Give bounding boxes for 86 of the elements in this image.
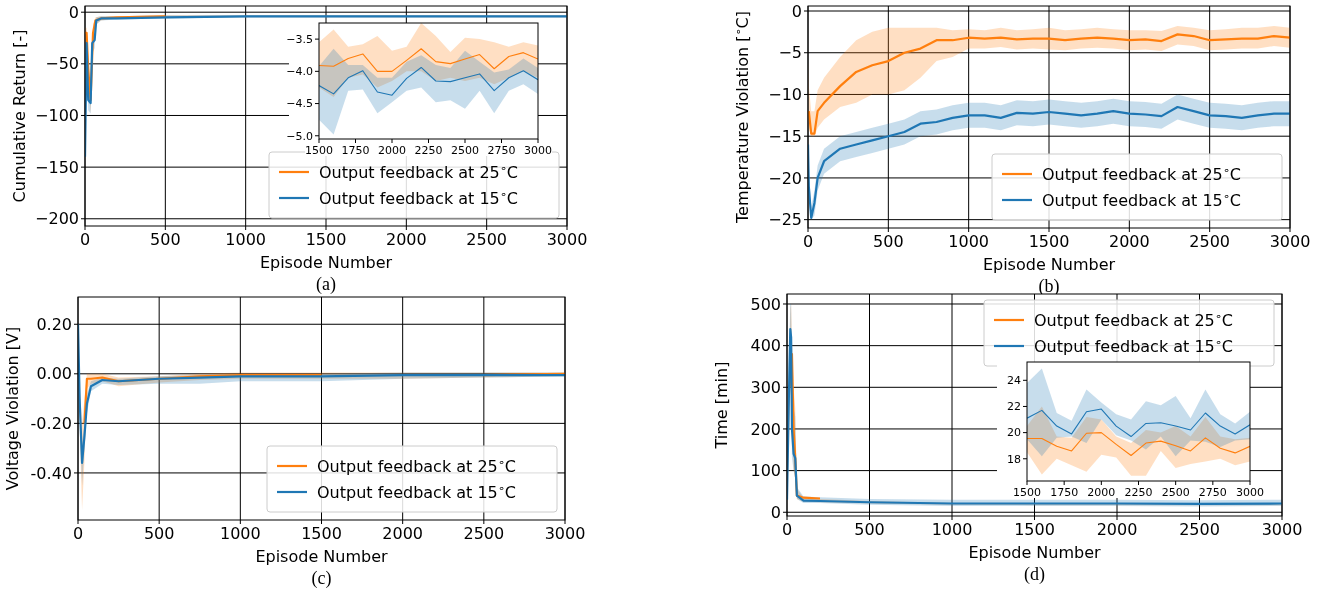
y-tick-label: −100 — [35, 106, 79, 126]
y-tick-label: 22 — [1007, 400, 1021, 414]
x-tick-label: 3000 — [524, 143, 552, 157]
x-tick-label: 2750 — [1198, 485, 1227, 499]
x-tick-label: 2000 — [1096, 519, 1138, 539]
legend-label: Output feedback at 15$^{∘}$C — [1042, 189, 1241, 210]
x-tick-label: 1000 — [219, 523, 261, 543]
x-tick-label: 1500 — [305, 229, 347, 249]
x-tick-label: 1500 — [1013, 485, 1041, 499]
y-tick-label: −200 — [35, 209, 79, 229]
x-tick-label: 2500 — [466, 229, 508, 249]
x-tick-label: 2500 — [1179, 519, 1220, 539]
x-tick-label: 3000 — [544, 523, 586, 543]
x-tick-label: 1500 — [1028, 231, 1070, 251]
x-tick-label: 500 — [854, 519, 885, 539]
x-tick-label: 500 — [150, 229, 181, 249]
text: (c) — [311, 568, 332, 589]
legend-label: Output feedback at 25$^{∘}$C — [317, 455, 516, 476]
y-tick-label: 24 — [1007, 374, 1021, 388]
x-tick-label: 3000 — [1236, 485, 1264, 499]
x-tick-label: 2250 — [1124, 485, 1153, 499]
y-tick-label: −25 — [768, 210, 802, 230]
legend-label: Output feedback at 25$^{∘}$C — [1042, 163, 1241, 184]
x-axis-title: Episode Number — [255, 547, 389, 566]
x-tick-label: 2000 — [1087, 485, 1116, 499]
x-tick-label: 1500 — [1014, 519, 1055, 539]
y-tick-label: 20 — [1007, 426, 1021, 440]
x-tick-label: 2000 — [385, 229, 427, 249]
legend-label: Output feedback at 15$^{∘}$C — [317, 481, 516, 502]
x-tick-label: 3000 — [1269, 231, 1311, 251]
y-tick-label: −15 — [768, 126, 802, 146]
x-tick-label: 3000 — [546, 229, 588, 249]
text: (d) — [1024, 564, 1045, 585]
y-tick-label: 18 — [1007, 452, 1021, 466]
legend-label: Output feedback at 25$^{∘}$C — [319, 161, 518, 182]
x-tick-label: 2500 — [451, 143, 479, 157]
y-tick-label: 400 — [750, 336, 781, 356]
x-tick-label: 3000 — [1261, 519, 1303, 539]
x-tick-label: 500 — [873, 231, 904, 251]
y-axis-title: Cumulative Return [-] — [10, 29, 29, 203]
y-tick-label: 0 — [770, 502, 781, 522]
y-tick-label: 0.20 — [36, 314, 72, 334]
x-tick-label: 2500 — [1189, 231, 1231, 251]
y-tick-label: 0 — [68, 2, 79, 22]
y-axis-title: Time [min] — [712, 361, 731, 450]
legend-label: Output feedback at 25$^{∘}$C — [1034, 309, 1233, 330]
y-axis-title: Voltage Violation [V] — [3, 326, 22, 491]
y-tick-label: −4.5 — [286, 97, 313, 111]
y-tick-label: −4.0 — [286, 65, 313, 79]
y-tick-label: 500 — [750, 294, 781, 314]
y-tick-label: 0.00 — [36, 364, 72, 384]
legend-label: Output feedback at 15$^{∘}$C — [1034, 335, 1233, 356]
x-axis-title: Episode Number — [259, 253, 393, 272]
y-tick-label: 300 — [750, 377, 781, 397]
y-tick-label: 200 — [750, 419, 781, 439]
y-tick-label: 100 — [750, 461, 781, 481]
x-axis-title: Episode Number — [968, 543, 1102, 562]
x-tick-label: 500 — [143, 523, 175, 543]
x-tick-label: 2000 — [1108, 231, 1150, 251]
y-tick-label: −10 — [768, 85, 802, 105]
y-tick-label: -0.40 — [30, 463, 72, 483]
y-tick-label: -0.20 — [30, 413, 72, 433]
x-axis-title: Episode Number — [982, 255, 1116, 274]
x-tick-label: 1750 — [1050, 485, 1079, 499]
x-tick-label: 1000 — [931, 519, 973, 539]
y-tick-label: −3.5 — [286, 32, 313, 46]
text: (b) — [1038, 276, 1060, 297]
x-tick-label: 1000 — [948, 231, 990, 251]
y-tick-label: −50 — [45, 54, 79, 74]
y-tick-label: −5 — [778, 43, 802, 63]
text: (a) — [316, 274, 336, 295]
x-tick-label: 2250 — [414, 143, 443, 157]
x-tick-label: 2500 — [463, 523, 505, 543]
x-tick-label: 1500 — [305, 143, 333, 157]
y-tick-label: −5.0 — [286, 129, 313, 143]
x-tick-label: 1000 — [225, 229, 267, 249]
x-tick-label: 2500 — [1161, 485, 1190, 499]
x-tick-label: 1500 — [301, 523, 342, 543]
x-tick-label: 1750 — [341, 143, 370, 157]
y-tick-label: −20 — [768, 168, 802, 188]
y-tick-label: 0 — [791, 1, 802, 21]
legend-label: Output feedback at 15$^{∘}$C — [319, 187, 518, 208]
x-tick-label: 2000 — [382, 523, 424, 543]
x-tick-label: 2750 — [487, 143, 516, 157]
x-tick-label: 2000 — [378, 143, 406, 157]
y-tick-label: −150 — [35, 157, 79, 177]
